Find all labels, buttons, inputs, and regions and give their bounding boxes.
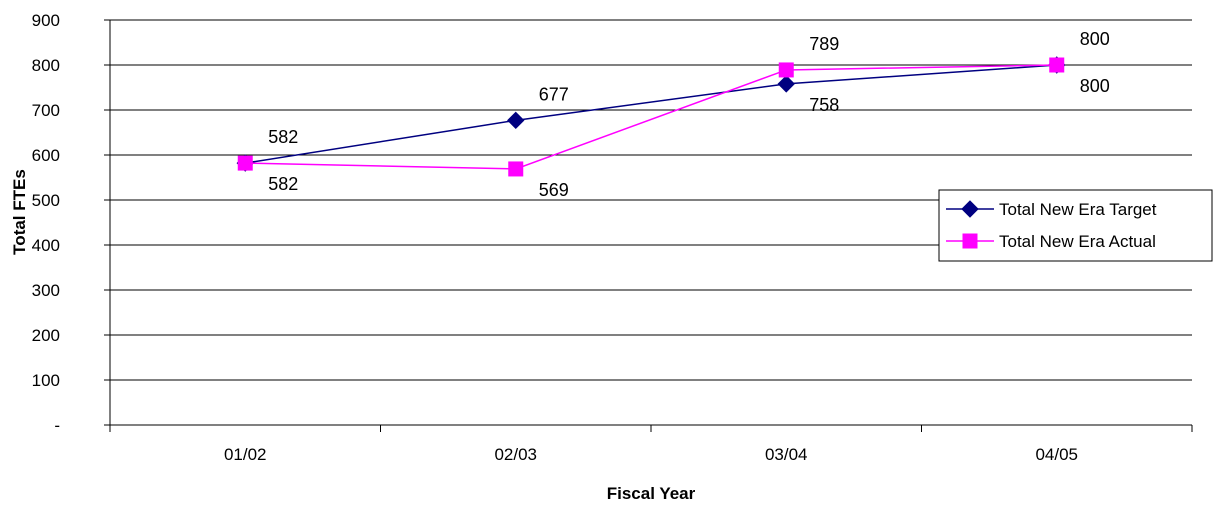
x-tick-labels: 01/02 02/03 03/04 04/05 — [224, 445, 1078, 464]
series-1 — [236, 56, 1066, 172]
data-label: 582 — [268, 174, 298, 194]
data-label: 582 — [268, 127, 298, 147]
y-tick-label: 100 — [32, 371, 60, 390]
y-tick-label: 200 — [32, 326, 60, 345]
data-label: 677 — [539, 84, 569, 104]
y-tick-label: 800 — [32, 56, 60, 75]
series-line — [245, 64, 1057, 164]
data-label: 569 — [539, 180, 569, 200]
y-tick-labels: - 100 200 300 400 500 600 700 800 900 — [32, 11, 60, 435]
data-point — [777, 75, 795, 93]
y-tick-label: 500 — [32, 191, 60, 210]
y-tick-label: 600 — [32, 146, 60, 165]
x-tick-label: 01/02 — [224, 445, 267, 464]
data-point — [778, 62, 794, 78]
y-tick-label: 400 — [32, 236, 60, 255]
x-tick-label: 03/04 — [765, 445, 808, 464]
x-tick-label: 02/03 — [494, 445, 537, 464]
y-axis-title: Total FTEs — [10, 169, 29, 255]
data-point — [508, 161, 524, 177]
data-label: 789 — [809, 34, 839, 54]
y-tick-label: 700 — [32, 101, 60, 120]
data-label: 800 — [1080, 29, 1110, 49]
y-tick-label: - — [54, 416, 60, 435]
data-point — [237, 155, 253, 171]
axes — [104, 19, 1193, 432]
data-point — [1049, 57, 1065, 73]
series-line — [245, 64, 1057, 170]
gridlines — [110, 19, 1192, 381]
legend-label: Total New Era Actual — [999, 232, 1156, 251]
series-group — [236, 56, 1066, 177]
legend-diamond-marker — [961, 200, 979, 218]
data-point — [507, 111, 525, 130]
y-tick-label: 900 — [32, 11, 60, 30]
data-label: 800 — [1080, 76, 1110, 96]
x-axis-title: Fiscal Year — [607, 484, 696, 503]
data-labels: 582 582 677 569 789 758 800 800 — [268, 29, 1110, 200]
legend-box — [938, 189, 1213, 262]
legend-label: Total New Era Target — [999, 200, 1157, 219]
data-label: 758 — [809, 95, 839, 115]
legend-square-marker — [962, 233, 978, 249]
legend: Total New Era Target Total New Era Actual — [938, 189, 1213, 262]
series-2 — [237, 57, 1065, 177]
y-tick-label: 300 — [32, 281, 60, 300]
x-tick-label: 04/05 — [1035, 445, 1078, 464]
